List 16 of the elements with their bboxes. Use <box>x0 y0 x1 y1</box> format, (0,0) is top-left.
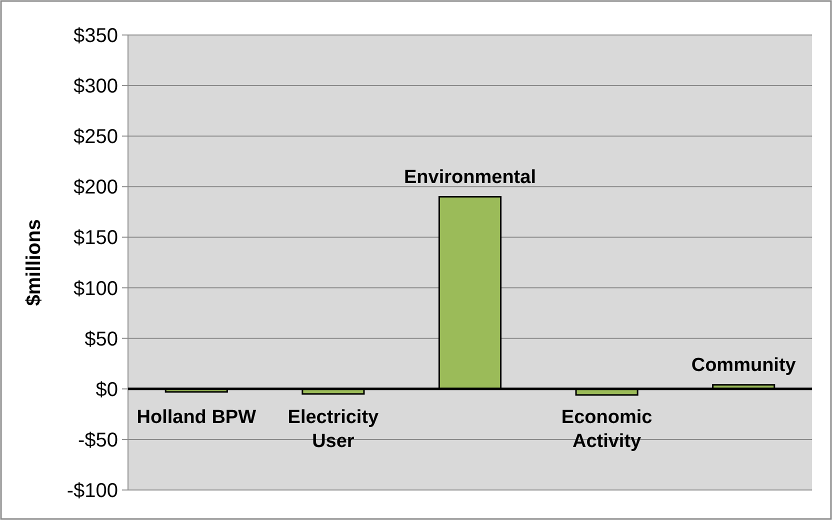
x-tick-label: Economic Activity <box>561 406 653 452</box>
y-tick-label: $150 <box>74 227 118 250</box>
y-tick-label: $200 <box>74 176 118 199</box>
x-tick-label: Holland BPW <box>136 406 256 428</box>
x-tick-label: Electricity User <box>288 406 380 452</box>
y-tick-label: $250 <box>74 126 118 148</box>
x-tick-label: Environmental <box>404 166 536 188</box>
y-axis-title: $millions <box>23 219 45 306</box>
y-tick-label: $50 <box>84 328 118 350</box>
y-tick-label: $300 <box>74 76 118 98</box>
y-tick-label: $350 <box>74 25 118 47</box>
y-tick-label: $100 <box>74 278 118 300</box>
y-tick-label: -$50 <box>78 429 118 452</box>
y-tick-label: $0 <box>96 378 118 401</box>
y-tick-label: -$100 <box>66 480 118 502</box>
x-tick-label: Community <box>691 354 796 376</box>
